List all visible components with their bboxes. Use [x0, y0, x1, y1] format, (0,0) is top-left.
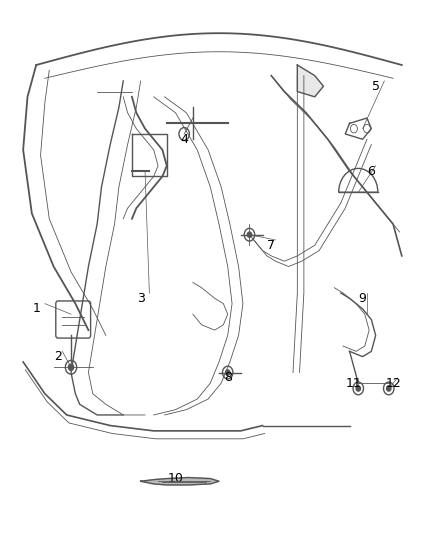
Text: 11: 11: [346, 377, 362, 390]
Text: 12: 12: [385, 377, 401, 390]
Text: 10: 10: [168, 472, 184, 485]
Circle shape: [226, 370, 230, 375]
Text: 7: 7: [267, 239, 275, 252]
Text: 5: 5: [372, 80, 380, 93]
Text: 3: 3: [137, 292, 145, 305]
Circle shape: [247, 232, 252, 237]
Circle shape: [68, 364, 74, 370]
Circle shape: [387, 386, 391, 391]
Text: 8: 8: [224, 372, 232, 384]
Polygon shape: [297, 65, 323, 97]
Polygon shape: [141, 478, 219, 485]
Text: 2: 2: [54, 350, 62, 363]
Text: 6: 6: [367, 165, 375, 177]
Text: 9: 9: [359, 292, 367, 305]
Circle shape: [356, 386, 360, 391]
Text: 4: 4: [180, 133, 188, 146]
Text: 1: 1: [32, 302, 40, 316]
